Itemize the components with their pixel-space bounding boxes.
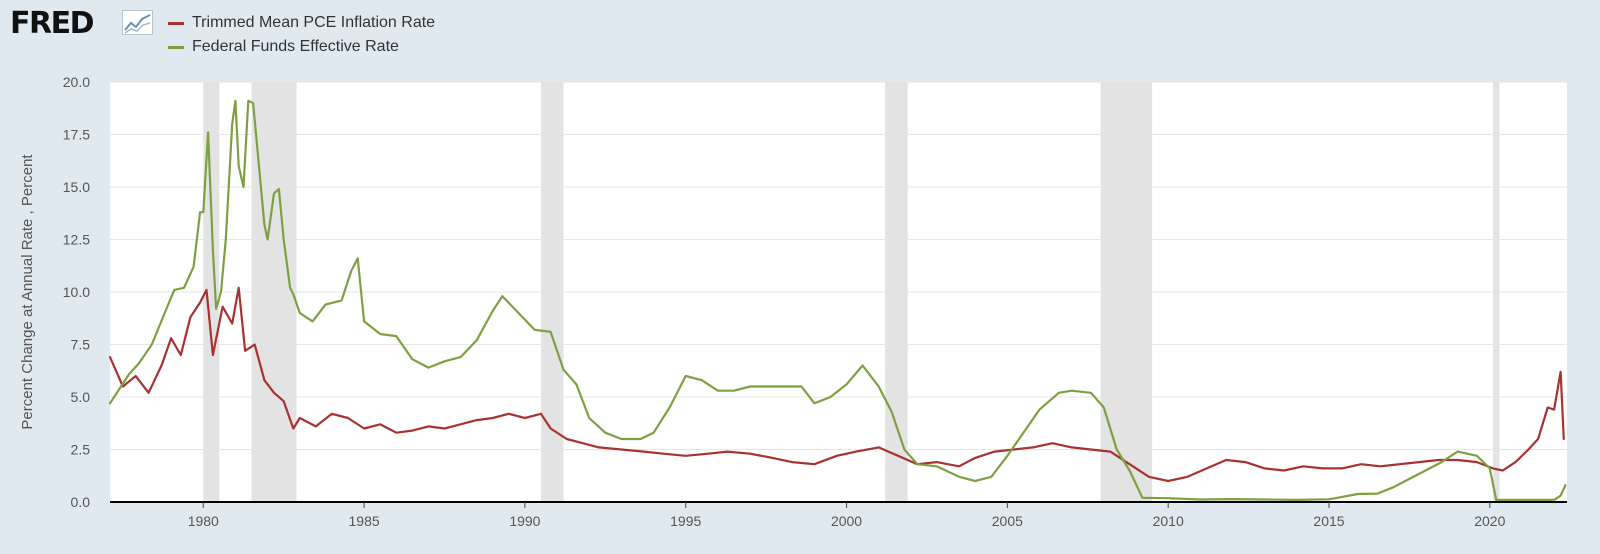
legend-swatch-pce <box>168 21 184 25</box>
x-tick-label: 2015 <box>1313 513 1344 529</box>
y-tick-label: 12.5 <box>63 232 90 248</box>
x-tick-label: 1995 <box>670 513 701 529</box>
y-tick-label: 15.0 <box>63 179 90 195</box>
x-tick-label: 2005 <box>992 513 1023 529</box>
x-tick-label: 2020 <box>1474 513 1505 529</box>
y-tick-label: 2.5 <box>71 442 91 458</box>
gridlines <box>110 81 1567 450</box>
chart-header: FRED Trimmed Mean PCE Inflation Rate Fed… <box>0 0 1600 70</box>
y-axis-title: Percent Change at Annual Rate , Percent <box>19 154 36 430</box>
x-tick-label: 2010 <box>1153 513 1184 529</box>
legend-item-pce[interactable]: Trimmed Mean PCE Inflation Rate <box>168 13 435 33</box>
series-lines <box>108 99 1567 501</box>
legend-label-fedfunds: Federal Funds Effective Rate <box>192 38 399 55</box>
y-tick-label: 20.0 <box>63 74 90 90</box>
y-tick-label: 7.5 <box>71 337 91 353</box>
legend-label-pce: Trimmed Mean PCE Inflation Rate <box>192 14 436 31</box>
chart-line-icon <box>122 10 153 35</box>
y-tick-label: 5.0 <box>71 389 91 405</box>
fred-logo[interactable]: FRED <box>10 6 95 41</box>
x-tick-label: 1980 <box>188 513 219 529</box>
x-tick-label: 1990 <box>509 513 540 529</box>
x-axis-ticks: 1980 1985 1990 1995 2000 2005 2010 2015 2020 <box>188 502 1506 529</box>
legend-item-fedfunds[interactable]: Federal Funds Effective Rate <box>168 37 399 57</box>
y-tick-label: 17.5 <box>63 127 90 143</box>
fred-wordmark: FRED <box>10 6 95 41</box>
x-tick-label: 2000 <box>831 513 862 529</box>
y-axis-ticks: 0.0 2.5 5.0 7.5 10.0 12.5 15.0 17.5 20.0 <box>63 74 90 510</box>
legend-swatch-fedfunds <box>168 45 184 49</box>
series-line-0[interactable] <box>108 286 1565 483</box>
x-tick-label: 1985 <box>349 513 380 529</box>
y-tick-label: 10.0 <box>63 284 90 300</box>
y-tick-label: 0.0 <box>71 494 91 510</box>
series-line-1[interactable] <box>108 99 1567 501</box>
